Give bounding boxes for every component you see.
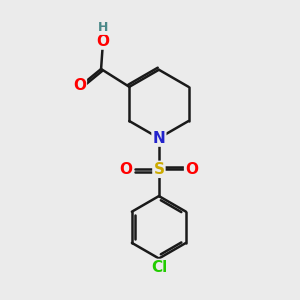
Text: O: O — [73, 78, 86, 93]
Text: O: O — [97, 34, 110, 49]
Text: S: S — [153, 162, 164, 177]
Text: H: H — [98, 21, 108, 34]
Text: O: O — [185, 162, 198, 177]
Text: N: N — [152, 130, 165, 146]
Text: O: O — [120, 162, 133, 177]
Text: Cl: Cl — [151, 260, 167, 275]
